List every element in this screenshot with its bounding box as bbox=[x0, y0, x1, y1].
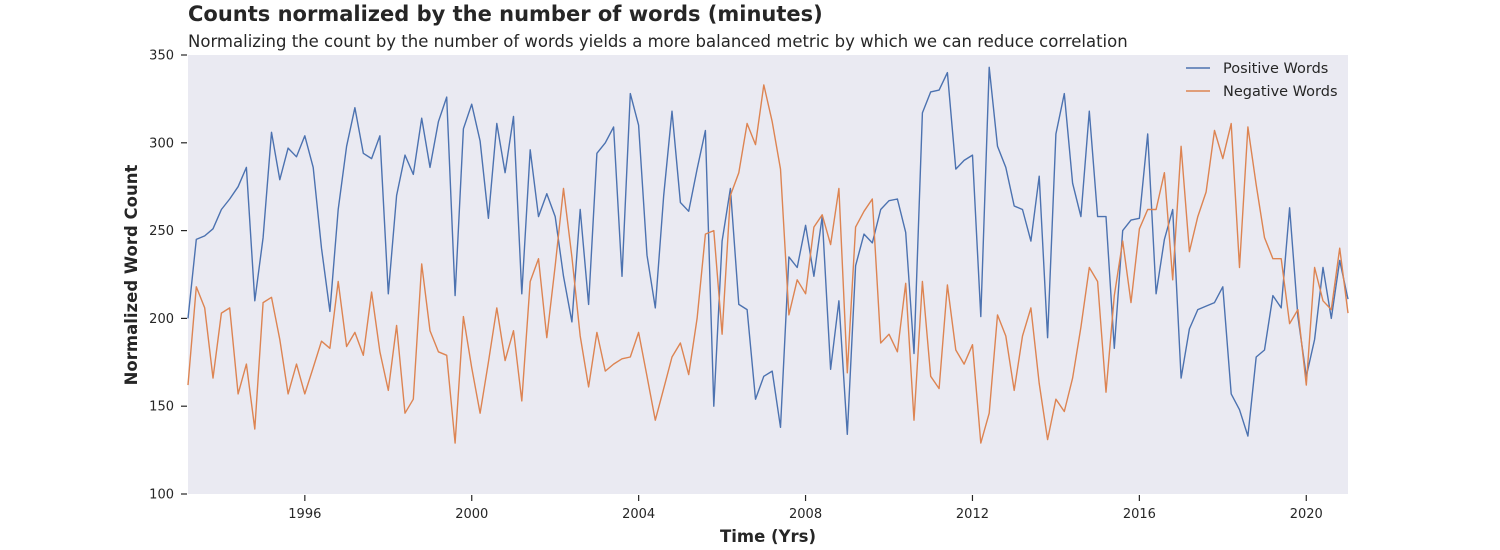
legend-label: Positive Words bbox=[1223, 61, 1328, 77]
legend-label: Negative Words bbox=[1223, 84, 1338, 100]
x-tick-label: 2012 bbox=[956, 507, 989, 522]
x-tick-label: 2016 bbox=[1123, 507, 1156, 522]
x-axis: 1996 2000 2004 2008 2012 2016 2020 bbox=[288, 495, 1323, 522]
y-tick-label: 100 bbox=[149, 488, 174, 503]
plot-area bbox=[188, 55, 1348, 494]
y-axis-label: Normalized Word Count bbox=[122, 165, 141, 386]
x-tick-label: 2004 bbox=[622, 507, 655, 522]
legend: Positive Words Negative Words bbox=[1186, 61, 1338, 100]
chart-subtitle: Normalizing the count by the number of w… bbox=[188, 32, 1128, 51]
x-tick-label: 2020 bbox=[1290, 507, 1323, 522]
y-tick-label: 150 bbox=[149, 400, 174, 415]
series-line-negative-words bbox=[187, 84, 1349, 444]
y-axis: 100 150 200 250 300 350 bbox=[149, 49, 187, 503]
y-tick-label: 350 bbox=[149, 49, 174, 64]
y-tick-label: 250 bbox=[149, 224, 174, 239]
series-lines bbox=[187, 66, 1349, 444]
x-tick-label: 1996 bbox=[288, 507, 321, 522]
x-tick-label: 2008 bbox=[789, 507, 822, 522]
chart-title: Counts normalized by the number of words… bbox=[188, 2, 823, 26]
x-tick-label: 2000 bbox=[455, 507, 488, 522]
y-tick-label: 200 bbox=[149, 312, 174, 327]
y-tick-label: 300 bbox=[149, 136, 174, 151]
x-axis-label: Time (Yrs) bbox=[720, 527, 816, 546]
series-line-positive-words bbox=[187, 66, 1349, 437]
